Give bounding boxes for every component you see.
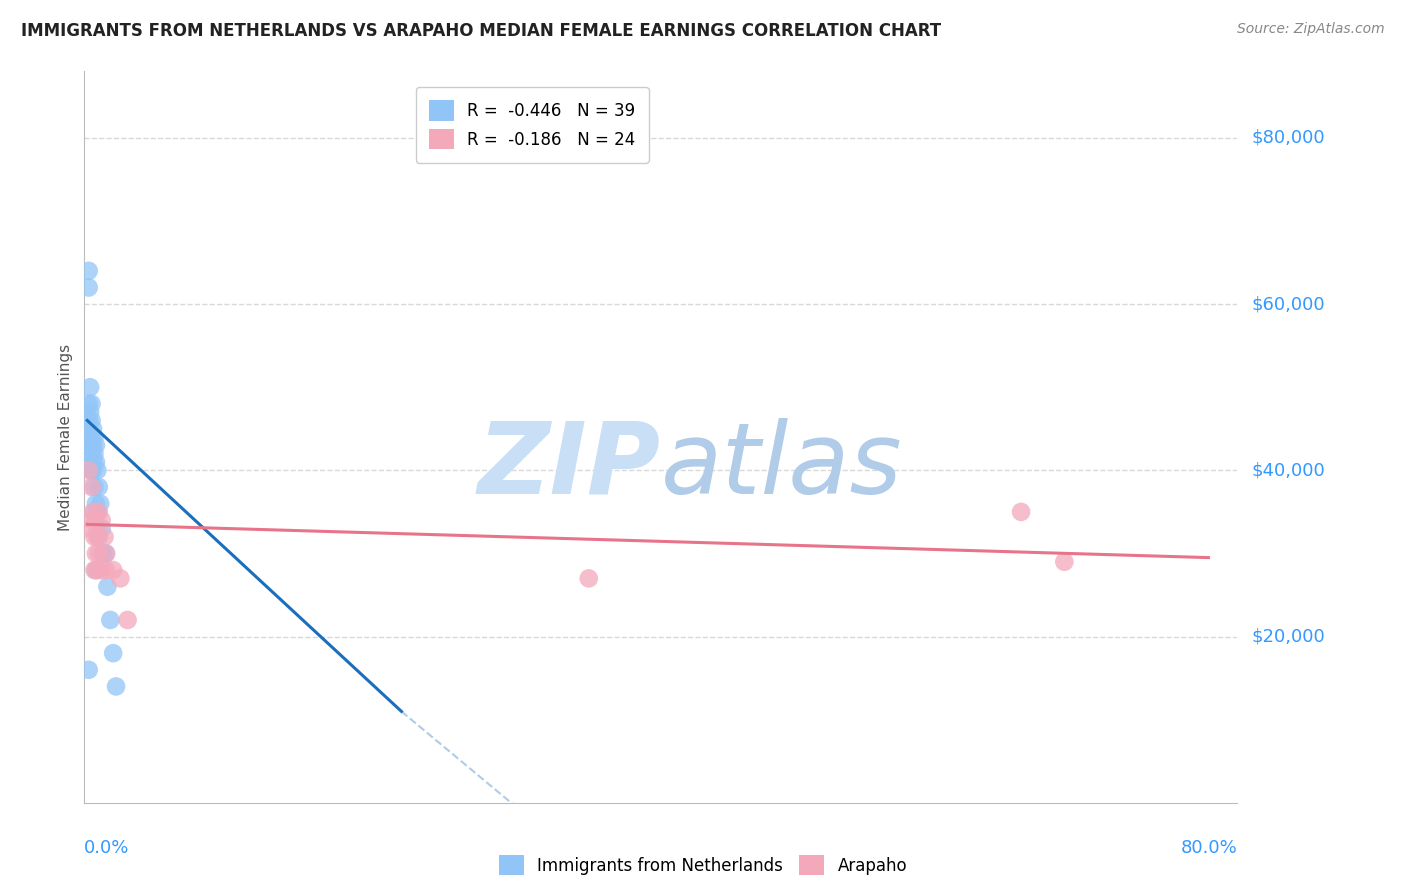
Legend: R =  -0.446   N = 39, R =  -0.186   N = 24: R = -0.446 N = 39, R = -0.186 N = 24: [416, 87, 648, 162]
Text: $40,000: $40,000: [1251, 461, 1324, 479]
Point: [91, 546, 114, 560]
Point: [82, 505, 104, 519]
Text: 80.0%: 80.0%: [1181, 839, 1237, 857]
Text: ZIP: ZIP: [478, 417, 661, 515]
Point: [83, 430, 105, 444]
Point: [83, 563, 105, 577]
Text: atlas: atlas: [661, 417, 903, 515]
Point: [90, 563, 112, 577]
Point: [80, 413, 103, 427]
Point: [90, 513, 112, 527]
Point: [1010, 505, 1032, 519]
Legend: Immigrants from Netherlands, Arapaho: Immigrants from Netherlands, Arapaho: [492, 848, 914, 882]
Point: [77, 413, 100, 427]
Point: [80, 480, 103, 494]
Point: [90, 521, 112, 535]
Text: $80,000: $80,000: [1251, 128, 1324, 147]
Point: [79, 521, 101, 535]
Text: $60,000: $60,000: [1251, 295, 1324, 313]
Point: [117, 613, 139, 627]
Point: [79, 447, 101, 461]
Point: [84, 438, 107, 452]
Point: [87, 505, 110, 519]
Point: [79, 438, 101, 452]
Text: IMMIGRANTS FROM NETHERLANDS VS ARAPAHO MEDIAN FEMALE EARNINGS CORRELATION CHART: IMMIGRANTS FROM NETHERLANDS VS ARAPAHO M…: [21, 22, 941, 40]
Point: [105, 680, 128, 694]
Point: [94, 563, 117, 577]
Point: [80, 463, 103, 477]
Point: [89, 497, 111, 511]
Point: [84, 497, 107, 511]
Point: [83, 530, 105, 544]
Point: [83, 505, 105, 519]
Point: [86, 530, 108, 544]
Point: [82, 438, 104, 452]
Point: [80, 397, 103, 411]
Point: [87, 546, 110, 560]
Point: [84, 546, 107, 560]
Point: [98, 613, 121, 627]
Point: [77, 463, 100, 477]
Text: $20,000: $20,000: [1251, 628, 1324, 646]
Point: [84, 513, 107, 527]
Point: [80, 447, 103, 461]
Point: [86, 505, 108, 519]
Point: [83, 447, 105, 461]
Point: [84, 455, 107, 469]
Point: [77, 397, 100, 411]
Point: [86, 563, 108, 577]
Point: [86, 463, 108, 477]
Point: [94, 546, 117, 560]
Text: Source: ZipAtlas.com: Source: ZipAtlas.com: [1237, 22, 1385, 37]
Point: [96, 580, 118, 594]
Point: [82, 422, 104, 436]
Point: [77, 430, 100, 444]
Point: [578, 571, 600, 585]
Point: [103, 646, 124, 660]
Point: [1053, 555, 1076, 569]
Point: [77, 663, 100, 677]
Point: [77, 264, 100, 278]
Y-axis label: Median Female Earnings: Median Female Earnings: [58, 343, 73, 531]
Point: [110, 571, 132, 585]
Point: [82, 455, 104, 469]
Point: [83, 480, 105, 494]
Point: [87, 480, 110, 494]
Text: 0.0%: 0.0%: [84, 839, 129, 857]
Point: [80, 430, 103, 444]
Point: [77, 280, 100, 294]
Point: [80, 513, 103, 527]
Point: [93, 530, 115, 544]
Point: [103, 563, 124, 577]
Point: [94, 546, 117, 560]
Point: [87, 530, 110, 544]
Point: [82, 463, 104, 477]
Point: [84, 563, 107, 577]
Point: [79, 405, 101, 419]
Point: [79, 380, 101, 394]
